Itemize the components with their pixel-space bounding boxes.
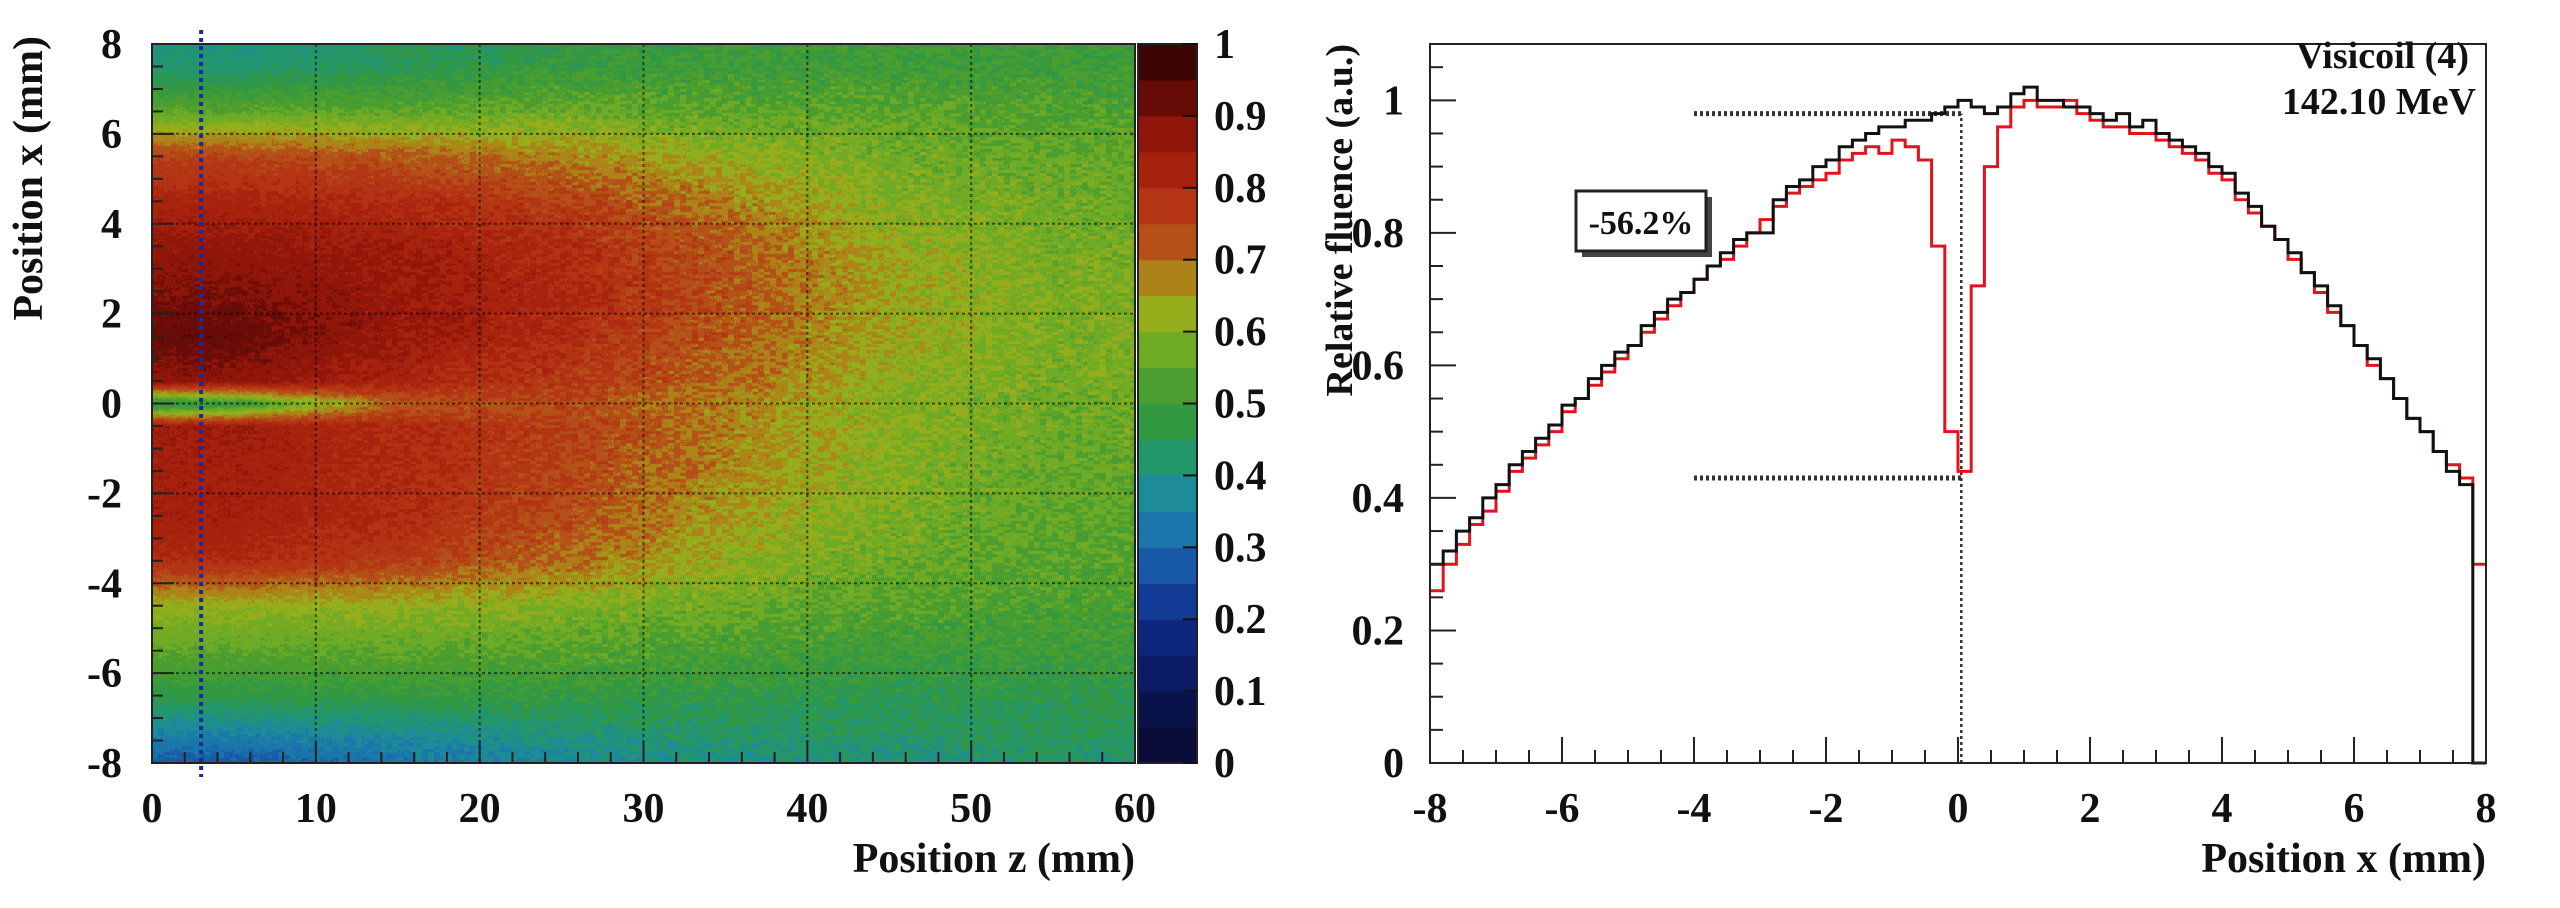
y-tick-label: 1 xyxy=(1383,78,1404,124)
y-tick-label: 0.4 xyxy=(1352,476,1405,522)
title-line-2: 142.10 MeV xyxy=(2282,81,2477,123)
colorbar-band xyxy=(1138,367,1197,405)
colorbar-tick-label: 0.3 xyxy=(1214,525,1267,571)
annotation-box: -56.2% xyxy=(1574,189,1712,257)
annotation-text: -56.2% xyxy=(1589,205,1694,242)
colorbar-tick-label: 0.8 xyxy=(1214,166,1267,212)
y-tick-label: -4 xyxy=(87,561,122,607)
profile-ticks: -8 -6 -4 -2 0 2 4 6 8 0 0.2 0.4 0.6 0.8 1 xyxy=(1352,66,2497,832)
colorbar-band xyxy=(1138,475,1197,512)
colorbar-band xyxy=(1138,115,1197,153)
colorbar-tick-label: 0.2 xyxy=(1214,597,1267,643)
y-tick-label: 0.2 xyxy=(1352,608,1405,654)
x-tick-label: 50 xyxy=(950,786,992,832)
colorbar: 0 0.1 0.2 0.3 0.4 0.5 0.6 0.7 0.8 0.9 1 xyxy=(1137,22,1267,787)
profile-plot: -8 -6 -4 -2 0 2 4 6 8 0 0.2 0.4 0.6 0.8 1 Visicoil (4)… xyxy=(1319,35,2497,882)
colorbar-band xyxy=(1138,691,1197,728)
profile-frame xyxy=(1429,43,2487,764)
colorbar-band xyxy=(1138,619,1197,656)
series-black-profile-main xyxy=(1430,85,2486,765)
colorbar-tick-label: 1 xyxy=(1214,22,1235,68)
colorbar-tick-label: 0.9 xyxy=(1214,94,1267,140)
colorbar-band xyxy=(1138,511,1197,548)
colorbar-band xyxy=(1138,439,1197,476)
heatmap-grid xyxy=(152,44,1135,763)
colorbar-band xyxy=(1138,583,1197,620)
series-red-profile xyxy=(1430,98,2486,593)
y-tick-label: 4 xyxy=(101,202,122,248)
colorbar-band xyxy=(1138,44,1197,81)
x-tick-label: 0 xyxy=(142,786,163,832)
y-tick-label: 6 xyxy=(101,112,122,158)
x-tick-label: -4 xyxy=(1677,786,1712,832)
colorbar-tick-label: 0.5 xyxy=(1214,382,1267,428)
colorbar-band xyxy=(1138,187,1197,225)
y-tick-label: 8 xyxy=(101,22,122,68)
reference-lines xyxy=(1694,111,1963,763)
x-tick-label: 6 xyxy=(2344,786,2365,832)
colorbar-tick-label: 0 xyxy=(1214,741,1235,787)
y-tick-label: 0.6 xyxy=(1352,343,1405,389)
x-tick-label: 0 xyxy=(1948,786,1969,832)
title-line-1: Visicoil (4) xyxy=(2296,35,2469,77)
colorbar-band xyxy=(1138,151,1197,189)
y-tick-label: 0 xyxy=(101,382,122,428)
heatmap-plot: 0 10 20 30 40 50 60 -8 -6 -4 -2 0 2 4 6 8 0 0.1 0.2 0.3 0.4… xyxy=(6,22,1267,882)
colorbar-band xyxy=(1138,727,1197,764)
x-tick-label: -6 xyxy=(1545,786,1580,832)
x-tick-label: 8 xyxy=(2476,786,2497,832)
colorbar-band xyxy=(1138,655,1197,692)
heatmap-xlabel: Position z (mm) xyxy=(853,836,1135,882)
x-tick-label: -2 xyxy=(1809,786,1844,832)
x-tick-label: 10 xyxy=(295,786,337,832)
heatmap-ylabel: Position x (mm) xyxy=(6,36,52,321)
colorbar-band xyxy=(1138,79,1197,117)
colorbar-band xyxy=(1138,223,1197,261)
colorbar-band xyxy=(1138,547,1197,584)
x-tick-label: 40 xyxy=(786,786,828,832)
colorbar-tick-label: 0.7 xyxy=(1214,238,1267,284)
y-tick-label: -8 xyxy=(87,741,122,787)
annotation-frame xyxy=(1574,189,1708,253)
x-tick-label: 20 xyxy=(459,786,501,832)
x-tick-label: 2 xyxy=(2080,786,2101,832)
profile-ylabel: Relative fluence (a.u.) xyxy=(1319,44,1361,396)
y-tick-label: -2 xyxy=(87,471,122,517)
x-tick-label: 60 xyxy=(1114,786,1156,832)
colorbar-tick-label: 0.1 xyxy=(1214,669,1267,715)
heatmap-ticks: 0 10 20 30 40 50 60 -8 -6 -4 -2 0 2 4 6 8 xyxy=(87,22,1156,832)
colorbar-band xyxy=(1138,403,1197,441)
y-tick-label: 0 xyxy=(1383,741,1404,787)
x-tick-label: -8 xyxy=(1413,786,1448,832)
x-tick-label: 4 xyxy=(2212,786,2233,832)
y-tick-label: -6 xyxy=(87,651,122,697)
colorbar-band xyxy=(1138,295,1197,333)
colorbar-tick-label: 0.4 xyxy=(1214,453,1267,499)
x-tick-label: 30 xyxy=(623,786,665,832)
y-tick-label: 0.8 xyxy=(1352,211,1405,257)
colorbar-band xyxy=(1138,259,1197,297)
colorbar-band xyxy=(1138,331,1197,369)
profile-xlabel: Position x (mm) xyxy=(2201,836,2486,882)
y-tick-label: 2 xyxy=(101,292,122,338)
colorbar-tick-label: 0.6 xyxy=(1214,310,1267,356)
